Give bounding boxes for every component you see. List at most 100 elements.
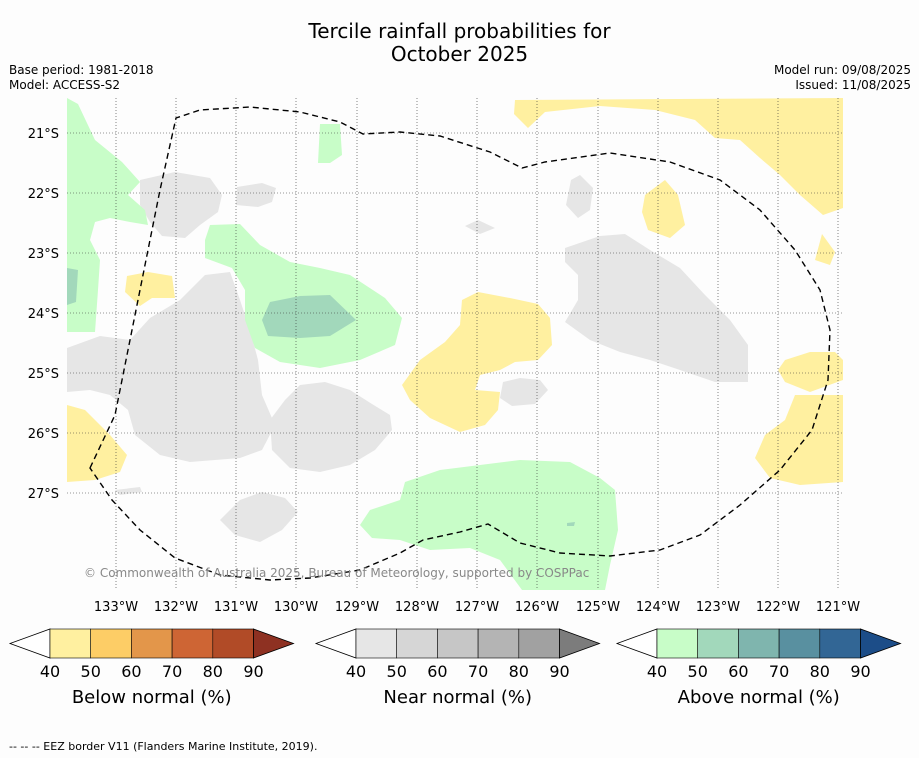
colorbar-tick: 40 <box>40 662 60 681</box>
colorbar-label: Near normal (%) <box>383 687 532 708</box>
latitude-label: 23°S <box>28 247 59 262</box>
colorbar-segment <box>819 628 861 659</box>
copyright-text: © Commonwealth of Australia 2025, Bureau… <box>84 566 589 580</box>
near-normal-region <box>115 487 142 495</box>
colorbar-tick: 60 <box>121 662 141 681</box>
graticule <box>67 98 843 590</box>
eez-footnote: -- -- -- EEZ border V11 (Flanders Marine… <box>9 740 318 753</box>
colorbar-extend-high <box>559 628 601 659</box>
longitude-label: 121°W <box>816 600 860 615</box>
above-normal-region <box>318 124 342 163</box>
below-normal-region <box>514 98 843 215</box>
below-normal-region <box>778 352 843 392</box>
colorbar-segment <box>778 628 821 659</box>
near-normal-region <box>140 172 222 238</box>
colorbar-tick: 90 <box>243 662 263 681</box>
longitude-label: 128°W <box>395 600 439 615</box>
colorbar-segment <box>355 628 398 659</box>
probability-regions <box>67 98 843 590</box>
longitude-label: 125°W <box>576 600 620 615</box>
latitude-label: 26°S <box>28 427 59 442</box>
colorbar-label: Above normal (%) <box>678 687 840 708</box>
colorbar-tick: 80 <box>509 662 529 681</box>
longitude-label: 124°W <box>636 600 680 615</box>
colorbars: 40 50 60 70 80 90 Below normal (%) 40 50 60 70 80 90… <box>8 628 902 708</box>
colorbar-segment <box>49 628 92 659</box>
latitude-label: 21°S <box>28 127 59 142</box>
below-normal-region <box>755 395 843 485</box>
colorbar-segment <box>738 628 780 659</box>
base-period: Base period: 1981-2018 <box>9 63 154 77</box>
colorbar-extend-low <box>615 628 658 659</box>
colorbar-segment <box>656 628 699 659</box>
below-normal-region <box>642 180 685 238</box>
colorbar-tick: 40 <box>346 662 366 681</box>
colorbar-segment <box>131 628 173 659</box>
longitude-label: 127°W <box>455 600 499 615</box>
colorbar-tick: 70 <box>769 662 789 681</box>
colorbar-tick: 90 <box>549 662 569 681</box>
colorbar-segment <box>90 628 132 659</box>
near-normal-region <box>500 378 548 406</box>
meta-right: Model run: 09/08/2025 Issued: 11/08/2025 <box>774 63 911 93</box>
longitude-label: 122°W <box>756 600 800 615</box>
longitude-label: 133°W <box>94 600 138 615</box>
map-title: Tercile rainfall probabilities for Octob… <box>0 20 919 66</box>
colorbar: 40 50 60 70 80 90 Above normal (%) <box>615 628 902 708</box>
colorbar-tick: 50 <box>387 662 407 681</box>
colorbar-tick: 50 <box>81 662 101 681</box>
colorbar-segment <box>477 628 520 659</box>
colorbar-tick: 50 <box>688 662 708 681</box>
colorbar-tick: 80 <box>810 662 830 681</box>
colorbar: 40 50 60 70 80 90 Near normal (%) <box>314 628 601 708</box>
eez-border <box>89 106 831 581</box>
longitude-label: 126°W <box>515 600 559 615</box>
colorbar-extend-high <box>860 628 902 659</box>
near-normal-region <box>465 220 495 234</box>
longitude-label: 123°W <box>696 600 740 615</box>
above-normal-region <box>67 98 148 332</box>
near-normal-region <box>67 272 275 462</box>
title-line-2: October 2025 <box>390 42 529 66</box>
title-line-1: Tercile rainfall probabilities for <box>308 19 611 43</box>
above-normal-region-strong <box>262 295 356 338</box>
colorbar-segment <box>396 628 438 659</box>
colorbar-extend-low <box>8 628 51 659</box>
colorbar-tick: 60 <box>427 662 447 681</box>
colorbar-segment <box>212 628 254 659</box>
model-name: Model: ACCESS-S2 <box>9 78 121 92</box>
colorbar-segment <box>437 628 479 659</box>
latitude-label: 24°S <box>28 307 59 322</box>
near-normal-region <box>565 234 748 382</box>
colorbar-segment <box>518 628 560 659</box>
longitude-labels: 133°W 132°W 131°W 130°W 129°W 128°W 127°W 126°W… <box>94 600 860 615</box>
above-normal-region-strong <box>567 522 575 526</box>
colorbar-tick: 70 <box>468 662 488 681</box>
latitude-labels: 21°S 22°S 23°S 24°S 25°S 26°S 27°S <box>28 127 59 502</box>
colorbar-segment <box>697 628 739 659</box>
latitude-label: 22°S <box>28 187 59 202</box>
colorbar-tick: 90 <box>850 662 870 681</box>
below-normal-region <box>815 234 835 265</box>
longitude-label: 132°W <box>154 600 198 615</box>
colorbar-tick: 80 <box>203 662 223 681</box>
longitude-label: 129°W <box>335 600 379 615</box>
issued-date: Issued: 11/08/2025 <box>795 78 911 92</box>
colorbar-tick: 40 <box>647 662 667 681</box>
colorbar-tick: 70 <box>162 662 182 681</box>
model-run: Model run: 09/08/2025 <box>773 63 911 77</box>
latitude-label: 25°S <box>28 367 59 382</box>
latitude-label: 27°S <box>28 487 59 502</box>
colorbar-label: Below normal (%) <box>72 687 232 708</box>
near-normal-region <box>236 183 276 207</box>
near-normal-region <box>270 382 392 472</box>
colorbar: 40 50 60 70 80 90 Below normal (%) <box>8 628 295 708</box>
near-normal-region <box>220 492 298 542</box>
above-normal-region-strong <box>67 268 78 305</box>
below-normal-region <box>67 405 127 482</box>
longitude-label: 130°W <box>274 600 318 615</box>
colorbar-segment <box>171 628 214 659</box>
below-normal-region <box>125 272 175 306</box>
colorbar-extend-high <box>253 628 295 659</box>
